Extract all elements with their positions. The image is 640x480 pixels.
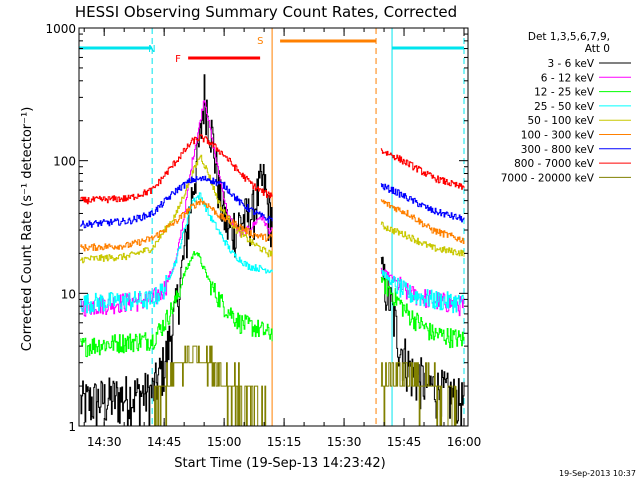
annotation-label: S [257, 36, 263, 47]
x-tick-label: 15:15 [267, 435, 302, 449]
series-line-4 [80, 154, 465, 264]
x-tick-label: 14:45 [147, 435, 182, 449]
legend-title: Att 0 [585, 43, 610, 55]
x-tick-label: 15:00 [207, 435, 242, 449]
annotation-label: N [148, 44, 155, 55]
legend-label: 100 - 300 keV [521, 130, 595, 142]
annotation-f: F [175, 54, 261, 65]
plot-frame [78, 27, 469, 427]
legend-label: 800 - 7000 keV [514, 158, 595, 170]
timestamp: 19-Sep-2013 10:37 [559, 469, 636, 478]
annotation-s: S [257, 28, 377, 426]
series-line-3 [80, 192, 465, 314]
series-line-5 [80, 198, 465, 252]
annotation-label: F [175, 54, 181, 65]
legend-title: Det 1,3,5,6,7,9, [528, 31, 610, 43]
legend: Det 1,3,5,6,7,9,Att 0 3 - 6 keV 6 - 12 keV… [501, 31, 631, 184]
y-axis: 1 10 100 1000 [45, 22, 468, 434]
legend-label: 6 - 12 keV [541, 72, 595, 84]
x-axis: 14:30 14:45 15:00 15:15 15:30 15:45 16:00 [83, 28, 482, 449]
legend-label: 50 - 100 keV [527, 115, 594, 127]
x-tick-label: 16:00 [447, 435, 482, 449]
plot-area: N F S [79, 28, 465, 427]
series-line-8 [152, 345, 457, 427]
series-line-2 [80, 251, 465, 358]
x-tick-label: 15:30 [327, 435, 362, 449]
legend-label: 12 - 25 keV [534, 87, 595, 99]
x-tick-label: 14:30 [87, 435, 122, 449]
y-tick-label: 100 [53, 155, 76, 169]
chart-title: HESSI Observing Summary Count Rates, Cor… [75, 3, 457, 21]
y-tick-label: 1000 [45, 22, 76, 36]
x-axis-label: Start Time (19-Sep-13 14:23:42) [174, 456, 385, 471]
y-tick-label: 10 [61, 287, 76, 301]
series-line-6 [80, 175, 465, 229]
x-tick-label: 15:45 [387, 435, 422, 449]
annotation-n: N [79, 28, 465, 426]
legend-label: 300 - 800 keV [521, 144, 595, 156]
legend-label: 7000 - 20000 keV [501, 172, 595, 184]
series-line-7 [80, 134, 465, 205]
legend-label: 3 - 6 keV [547, 58, 594, 70]
y-axis-label: Corrected Count Rate (s⁻¹ detector⁻¹) [20, 107, 35, 352]
y-tick-label: 1 [68, 420, 76, 434]
legend-label: 25 - 50 keV [534, 101, 595, 113]
